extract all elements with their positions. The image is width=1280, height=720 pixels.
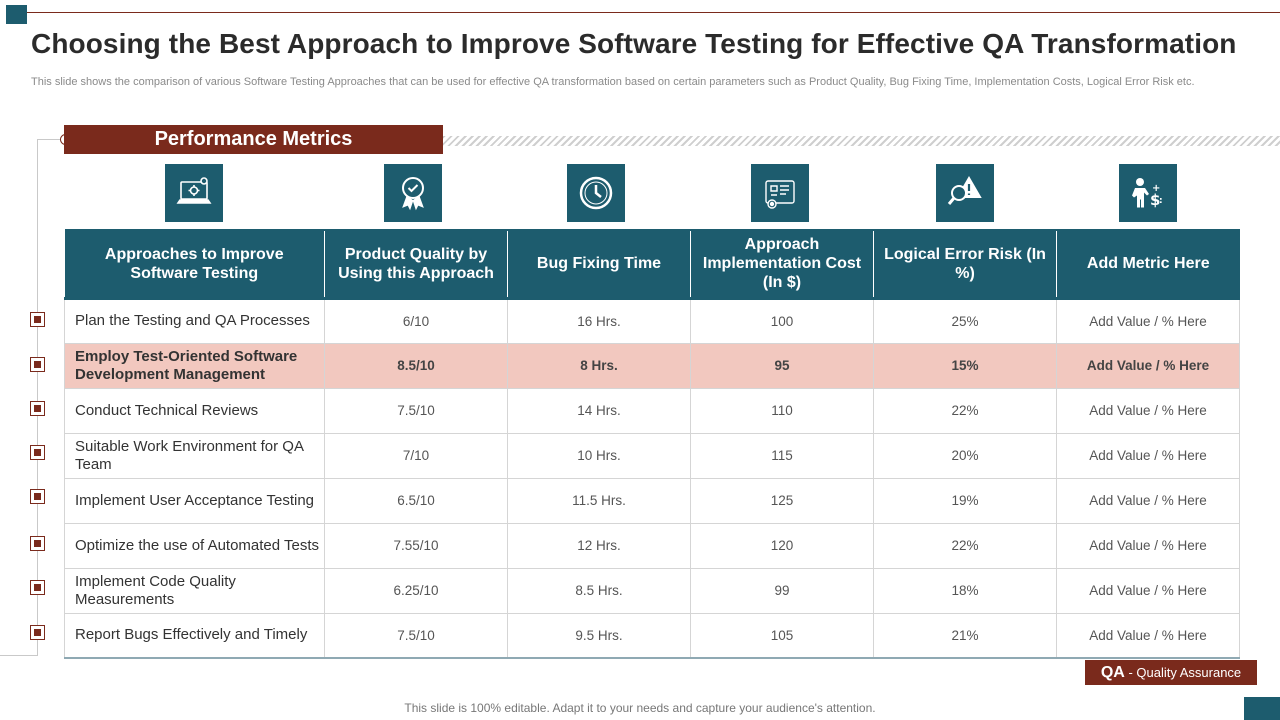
cell-extra: Add Value / % Here [1056, 613, 1240, 659]
table-row: Conduct Technical Reviews 7.5/10 14 Hrs.… [64, 388, 1240, 434]
cell-quality: 7.5/10 [324, 388, 508, 434]
cell-approach: Employ Test-Oriented Software Developmen… [64, 343, 325, 389]
cell-cost: 125 [690, 478, 874, 524]
cell-cost: 99 [690, 568, 874, 614]
laptop-settings-icon [165, 164, 223, 222]
cell-risk: 20% [873, 433, 1057, 479]
table-header-row: Approaches to Improve Software Testing P… [64, 229, 1240, 300]
cell-approach: Report Bugs Effectively and Timely [64, 613, 325, 659]
page-subtitle: This slide shows the comparison of vario… [31, 76, 1195, 88]
warning-magnifier-icon [936, 164, 994, 222]
cell-extra: Add Value / % Here [1056, 343, 1240, 389]
table-row: Optimize the use of Automated Tests 7.55… [64, 523, 1240, 569]
cell-approach: Optimize the use of Automated Tests [64, 523, 325, 569]
table-row: Implement Code Quality Measurements 6.25… [64, 568, 1240, 614]
column-header-add-metric: Add Metric Here [1056, 229, 1240, 300]
table-row: Implement User Acceptance Testing 6.5/10… [64, 478, 1240, 524]
row-bullet [30, 489, 45, 504]
performance-metrics-banner: Performance Metrics [64, 125, 443, 154]
cell-time: 8.5 Hrs. [507, 568, 691, 614]
table-row: Suitable Work Environment for QA Team 7/… [64, 433, 1240, 479]
cell-risk: 15% [873, 343, 1057, 389]
top-rule [27, 12, 1280, 13]
page-title: Choosing the Best Approach to Improve So… [31, 28, 1237, 59]
row-bullet [30, 625, 45, 640]
svg-text:$: $ [1150, 191, 1160, 209]
table-row: Report Bugs Effectively and Timely 7.5/1… [64, 613, 1240, 659]
cell-risk: 22% [873, 388, 1057, 434]
cell-time: 16 Hrs. [507, 298, 691, 344]
cell-time: 9.5 Hrs. [507, 613, 691, 659]
cell-cost: 110 [690, 388, 874, 434]
column-header-approach: Approaches to Improve Software Testing [64, 229, 325, 300]
cell-time: 11.5 Hrs. [507, 478, 691, 524]
cell-cost: 115 [690, 433, 874, 479]
cell-approach: Suitable Work Environment for QA Team [64, 433, 325, 479]
cell-risk: 18% [873, 568, 1057, 614]
row-bullet [30, 580, 45, 595]
cell-quality: 7.55/10 [324, 523, 508, 569]
svg-text::: : [1159, 196, 1163, 206]
cell-time: 12 Hrs. [507, 523, 691, 569]
cell-extra: Add Value / % Here [1056, 568, 1240, 614]
column-header-bug-time: Bug Fixing Time [507, 229, 691, 300]
qa-definition: - Quality Assurance [1124, 665, 1242, 680]
corner-decoration-bottom [1244, 697, 1280, 720]
footer-note: This slide is 100% editable. Adapt it to… [404, 701, 876, 715]
hatch-divider [443, 136, 1280, 146]
cell-quality: 7.5/10 [324, 613, 508, 659]
cell-risk: 22% [873, 523, 1057, 569]
row-bullet [30, 357, 45, 372]
row-bullet [30, 401, 45, 416]
cell-approach: Implement User Acceptance Testing [64, 478, 325, 524]
cell-approach: Plan the Testing and QA Processes [64, 298, 325, 344]
cell-extra: Add Value / % Here [1056, 478, 1240, 524]
corner-decoration [6, 5, 27, 24]
cell-cost: 120 [690, 523, 874, 569]
bracket-line-top [37, 139, 65, 140]
metrics-table: Approaches to Improve Software Testing P… [64, 229, 1240, 659]
cell-cost: 105 [690, 613, 874, 659]
column-header-cost: Approach Implementation Cost (In $) [690, 229, 874, 300]
qa-abbreviation: QA [1100, 664, 1125, 681]
bracket-line-bottom [0, 655, 38, 656]
column-header-risk: Logical Error Risk (In %) [873, 229, 1057, 300]
row-bullet [30, 312, 45, 327]
cell-quality: 6.5/10 [324, 478, 508, 524]
cell-extra: Add Value / % Here [1056, 433, 1240, 479]
cell-quality: 6.25/10 [324, 568, 508, 614]
cell-cost: 100 [690, 298, 874, 344]
table-row: Plan the Testing and QA Processes 6/10 1… [64, 298, 1240, 344]
cell-quality: 8.5/10 [324, 343, 508, 389]
bracket-line-vertical [37, 139, 38, 655]
cell-cost: 95 [690, 343, 874, 389]
cell-risk: 25% [873, 298, 1057, 344]
qa-legend-badge: QA - Quality Assurance [1085, 660, 1257, 685]
cell-risk: 21% [873, 613, 1057, 659]
person-dollar-icon: $ + : [1119, 164, 1177, 222]
clock-icon [567, 164, 625, 222]
row-bullet [30, 536, 45, 551]
cell-time: 10 Hrs. [507, 433, 691, 479]
cell-extra: Add Value / % Here [1056, 298, 1240, 344]
cell-extra: Add Value / % Here [1056, 388, 1240, 434]
cell-extra: Add Value / % Here [1056, 523, 1240, 569]
table-row-highlighted: Employ Test-Oriented Software Developmen… [64, 343, 1240, 389]
cell-approach: Implement Code Quality Measurements [64, 568, 325, 614]
cell-quality: 6/10 [324, 298, 508, 344]
cell-time: 8 Hrs. [507, 343, 691, 389]
cell-risk: 19% [873, 478, 1057, 524]
column-header-quality: Product Quality by Using this Approach [324, 229, 508, 300]
cell-quality: 7/10 [324, 433, 508, 479]
blueprint-gear-icon [751, 164, 809, 222]
row-bullet [30, 445, 45, 460]
award-badge-icon [384, 164, 442, 222]
cell-approach: Conduct Technical Reviews [64, 388, 325, 434]
svg-text:+: + [1152, 183, 1160, 194]
cell-time: 14 Hrs. [507, 388, 691, 434]
